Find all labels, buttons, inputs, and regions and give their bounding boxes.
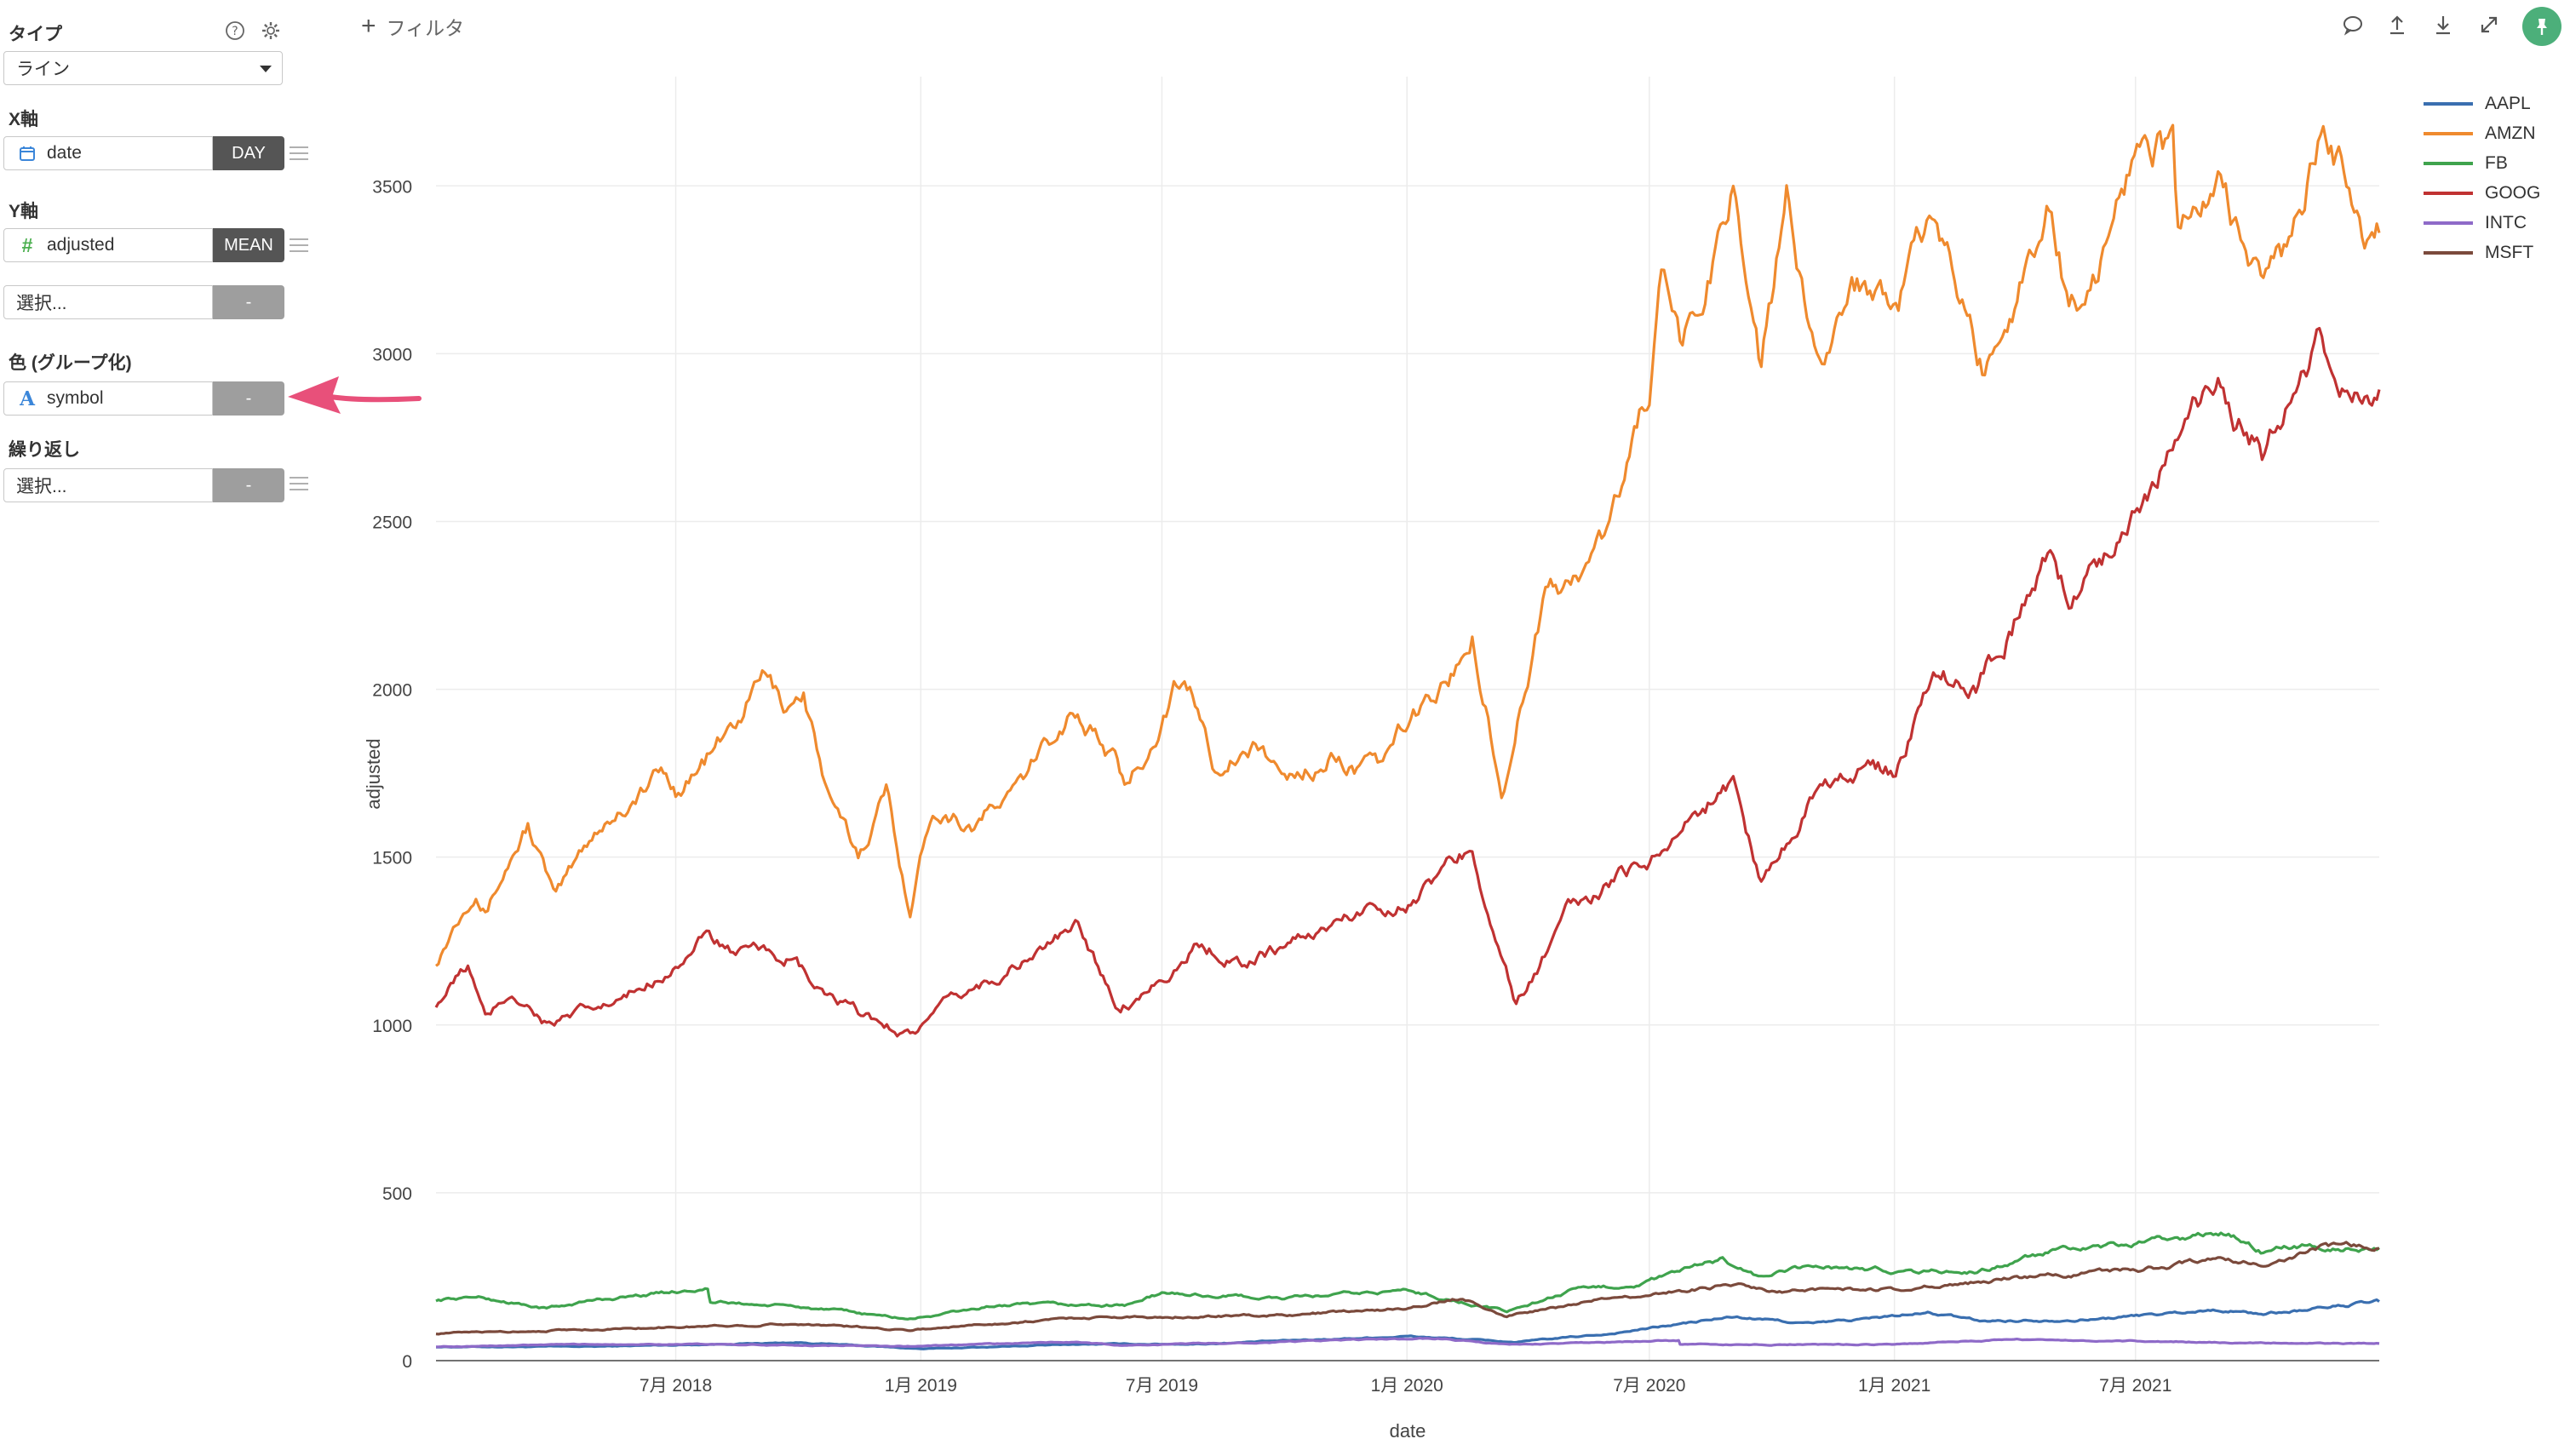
pin-icon[interactable] — [2522, 7, 2561, 46]
color-field[interactable]: A symbol — [3, 381, 213, 416]
y-tick-label: 500 — [382, 1184, 412, 1204]
x-axis-menu-icon[interactable] — [290, 146, 308, 160]
series-line-aapl — [436, 1298, 2380, 1350]
y-axis-row: # adjusted MEAN — [3, 228, 284, 262]
x-axis-field[interactable]: date — [3, 136, 213, 170]
y-axis-menu-icon[interactable] — [290, 238, 308, 252]
svg-text:?: ? — [232, 25, 238, 38]
hash-icon: # — [21, 233, 33, 256]
text-type-icon: A — [20, 387, 35, 410]
y-tick-label: 2000 — [372, 681, 412, 701]
annotation-arrow-icon — [288, 376, 422, 414]
filter-label: フィルタ — [386, 17, 465, 39]
repeat-menu-icon[interactable] — [290, 477, 308, 490]
legend-label: AAPL — [2485, 93, 2531, 113]
plus-icon: + — [361, 12, 376, 40]
x-tick-labels: 7月 2018 1月 2019 7月 2019 1月 2020 7月 2020 1月 20… — [640, 1376, 2171, 1396]
gear-icon[interactable] — [259, 19, 283, 43]
chevron-down-icon — [260, 66, 272, 72]
y-axis-title: adjusted — [363, 738, 384, 809]
x-axis-agg-button[interactable]: DAY — [213, 136, 284, 170]
legend-swatch — [2424, 131, 2473, 135]
y-axis-field[interactable]: # adjusted — [3, 228, 213, 262]
legend-swatch — [2424, 250, 2473, 255]
y-tick-label: 0 — [402, 1352, 412, 1372]
x-axis-row: date DAY — [3, 136, 284, 170]
repeat-placeholder: 選択... — [16, 477, 67, 496]
repeat-label: 繰り返し — [9, 440, 80, 460]
chart-type-value: ライン — [16, 60, 70, 79]
y-axis-extra-agg-button[interactable]: - — [213, 285, 284, 319]
repeat-agg-button[interactable]: - — [213, 468, 284, 502]
calendar-icon — [16, 145, 38, 162]
x-axis-label: X軸 — [9, 110, 39, 129]
series-line-goog — [434, 326, 2381, 1038]
type-label: タイプ — [9, 25, 62, 44]
x-tick-label: 7月 2020 — [1613, 1376, 1685, 1396]
expand-icon[interactable] — [2476, 12, 2502, 37]
legend-label: MSFT — [2485, 242, 2534, 262]
comment-icon[interactable] — [2340, 12, 2366, 37]
repeat-row: 選択... - — [3, 468, 284, 502]
series-line-intc — [436, 1337, 2380, 1349]
y-axis-agg-button[interactable]: MEAN — [213, 228, 284, 262]
repeat-field[interactable]: 選択... — [3, 468, 213, 502]
x-tick-label: 1月 2021 — [1858, 1376, 1930, 1396]
legend-swatch — [2424, 191, 2473, 195]
color-row: A symbol - — [3, 381, 284, 416]
y-tick-label: 3000 — [372, 345, 412, 364]
x-tick-label: 1月 2020 — [1371, 1376, 1443, 1396]
upload-icon[interactable] — [2384, 12, 2410, 37]
legend-label: AMZN — [2485, 123, 2536, 143]
y-tick-label: 1000 — [372, 1017, 412, 1036]
chart-series — [434, 123, 2381, 1350]
y-tick-label: 2500 — [372, 513, 412, 532]
add-filter-button[interactable]: + フィルタ — [361, 12, 464, 41]
series-line-amzn — [435, 123, 2381, 967]
legend-item-fb[interactable]: FB — [2424, 148, 2540, 178]
color-field-name: symbol — [47, 388, 104, 408]
legend-label: INTC — [2485, 212, 2527, 232]
legend-item-msft[interactable]: MSFT — [2424, 238, 2540, 267]
y-axis-extra-placeholder: 選択... — [16, 294, 67, 313]
download-icon[interactable] — [2430, 12, 2456, 37]
x-tick-label: 7月 2018 — [640, 1376, 712, 1396]
x-axis-title: date — [1390, 1420, 1426, 1442]
x-tick-label: 1月 2019 — [885, 1376, 957, 1396]
legend-swatch — [2424, 101, 2473, 106]
x-tick-label: 7月 2021 — [2099, 1376, 2171, 1396]
color-label: 色 (グループ化) — [9, 353, 132, 373]
y-axis-field-name: adjusted — [47, 235, 115, 255]
y-tick-label: 1500 — [372, 849, 412, 868]
chart-grid — [436, 77, 2379, 1361]
y-tick-label: 3500 — [372, 177, 412, 197]
series-line-fb — [435, 1231, 2380, 1321]
y-axis-label: Y軸 — [9, 202, 39, 221]
series-line-msft — [435, 1241, 2380, 1336]
legend-swatch — [2424, 161, 2473, 165]
sidebar: タイプ ? ライン X軸 date DAY Y軸 # adjusted MEAN… — [0, 0, 324, 1456]
question-circle-icon[interactable]: ? — [223, 19, 247, 43]
legend-item-aapl[interactable]: AAPL — [2424, 89, 2540, 118]
legend-item-goog[interactable]: GOOG — [2424, 178, 2540, 208]
y-tick-labels: 0 500 1000 1500 2000 2500 3000 3500 — [372, 177, 412, 1372]
color-agg-button[interactable]: - — [213, 381, 284, 416]
chart-legend: AAPL AMZN FB GOOG INTC MSFT — [2424, 89, 2540, 267]
x-axis-field-name: date — [47, 143, 82, 163]
chart-type-select[interactable]: ライン — [3, 51, 283, 85]
legend-label: GOOG — [2485, 182, 2541, 203]
y-axis-extra-row: 選択... - — [3, 285, 284, 319]
legend-item-amzn[interactable]: AMZN — [2424, 118, 2540, 148]
legend-swatch — [2424, 221, 2473, 225]
x-tick-label: 7月 2019 — [1126, 1376, 1198, 1396]
y-axis-extra-field[interactable]: 選択... — [3, 285, 213, 319]
legend-item-intc[interactable]: INTC — [2424, 208, 2540, 238]
legend-label: FB — [2485, 152, 2508, 173]
